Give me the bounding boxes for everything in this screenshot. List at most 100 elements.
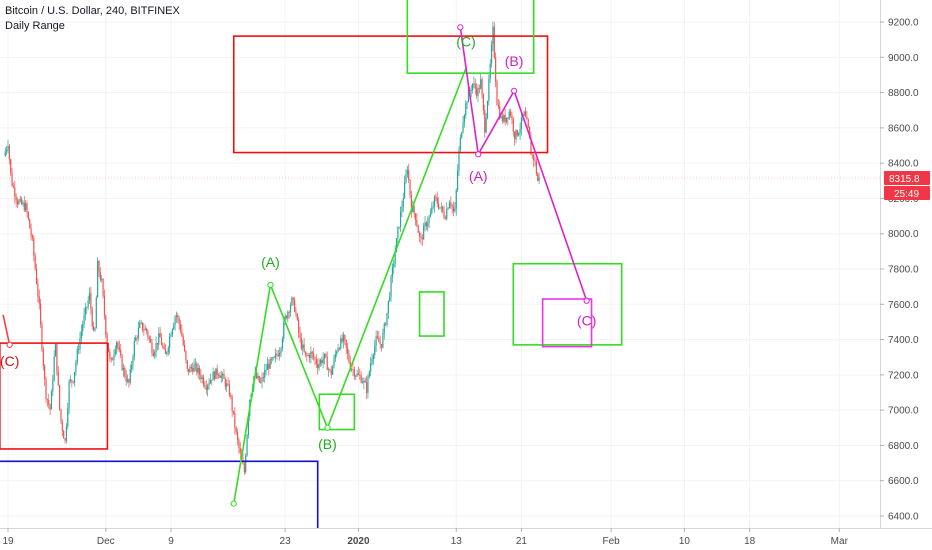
wave-point[interactable] bbox=[475, 151, 482, 158]
last-price-badge[interactable] bbox=[884, 170, 930, 185]
candle-body bbox=[413, 206, 415, 214]
countdown-value: 25:49 bbox=[894, 189, 919, 200]
last-price-value: 8315.8 bbox=[889, 174, 920, 185]
y-tick-label: 9200.0 bbox=[888, 18, 919, 29]
candle-body bbox=[116, 342, 118, 350]
candle-body bbox=[109, 351, 111, 358]
time-axis[interactable]: 19 Dec 9 23 2020 13 21 Feb 10 18 Mar bbox=[2, 528, 849, 547]
candle-body bbox=[179, 324, 182, 331]
candle-body bbox=[287, 312, 289, 319]
candle-body bbox=[480, 79, 482, 89]
zone-box[interactable] bbox=[541, 298, 593, 348]
candle-body bbox=[188, 368, 190, 373]
green-wave-line[interactable] bbox=[232, 67, 467, 504]
candle-body bbox=[50, 391, 53, 410]
wave-point[interactable] bbox=[324, 424, 331, 431]
candle-body bbox=[337, 348, 339, 352]
zone-box[interactable] bbox=[232, 35, 549, 154]
candle-body bbox=[204, 384, 206, 388]
candle-body bbox=[48, 399, 50, 405]
candle-body bbox=[185, 350, 187, 361]
candle-body bbox=[458, 150, 460, 172]
magenta-wave-line[interactable] bbox=[459, 27, 588, 302]
candle-body bbox=[291, 297, 293, 306]
wave-point[interactable] bbox=[230, 500, 237, 507]
price-axis[interactable]: 9200.09000.08800.08600.08400.08200.08000… bbox=[880, 18, 930, 523]
candle-body bbox=[355, 375, 357, 377]
candle-body bbox=[113, 354, 115, 360]
annotations[interactable]: (C) (A) (B) (C) (A) (B) (C) bbox=[0, 0, 880, 528]
candle-body bbox=[383, 323, 385, 334]
candle-body bbox=[276, 353, 278, 355]
candle-body bbox=[140, 322, 142, 324]
candle-body bbox=[10, 159, 12, 173]
candle-body bbox=[433, 196, 436, 207]
candle-body bbox=[170, 334, 172, 337]
candle-body bbox=[33, 238, 35, 256]
candle-body bbox=[230, 395, 232, 397]
wave-point[interactable] bbox=[457, 24, 464, 31]
candles bbox=[4, 21, 540, 475]
candle-body bbox=[457, 171, 459, 190]
candle-body bbox=[183, 344, 186, 351]
candle-body bbox=[508, 111, 510, 119]
y-tick-label: 8000.0 bbox=[888, 229, 919, 240]
candle-body bbox=[65, 426, 68, 441]
zone-box[interactable] bbox=[0, 342, 109, 450]
candle-body bbox=[467, 89, 470, 103]
candle-body bbox=[398, 226, 400, 228]
x-tick-label: 2020 bbox=[347, 536, 370, 547]
wave-point[interactable] bbox=[267, 281, 274, 288]
candle-body bbox=[353, 369, 355, 377]
candle-body bbox=[380, 344, 383, 348]
candle-body bbox=[234, 412, 236, 428]
candle-body bbox=[239, 447, 241, 453]
candle-body bbox=[125, 376, 127, 382]
candle-body bbox=[367, 377, 369, 393]
candle-body bbox=[390, 276, 392, 297]
zone-box[interactable] bbox=[418, 291, 445, 337]
candle-body bbox=[124, 367, 126, 377]
candle-body bbox=[224, 378, 226, 387]
candle-body bbox=[330, 370, 332, 375]
zone-box[interactable] bbox=[512, 262, 623, 346]
candle-body bbox=[163, 346, 165, 349]
candle-body bbox=[61, 421, 63, 431]
wave-point[interactable] bbox=[583, 297, 590, 304]
candle-body bbox=[401, 206, 403, 212]
support-line[interactable] bbox=[0, 460, 319, 528]
wave-point[interactable] bbox=[6, 341, 13, 348]
candle-body bbox=[86, 307, 88, 308]
candle-body bbox=[340, 338, 342, 349]
candle-body bbox=[128, 379, 130, 383]
candle-body bbox=[121, 355, 123, 371]
candle-body bbox=[246, 435, 248, 456]
candle-body bbox=[329, 369, 331, 371]
candle-body bbox=[512, 119, 514, 132]
candle-body bbox=[321, 360, 323, 364]
candle-body bbox=[49, 404, 51, 410]
old-wave-line[interactable] bbox=[2, 314, 11, 346]
y-tick-label: 8600.0 bbox=[888, 123, 919, 134]
candle-body bbox=[299, 332, 301, 338]
wave-point[interactable] bbox=[511, 87, 518, 94]
candle-body bbox=[262, 377, 264, 379]
candle-body bbox=[277, 354, 279, 356]
candle-body bbox=[212, 371, 214, 381]
zone-box[interactable] bbox=[318, 393, 356, 431]
indicator-label[interactable]: Daily Range bbox=[5, 20, 65, 32]
candle-body bbox=[394, 252, 396, 264]
candle-body bbox=[217, 374, 220, 376]
candle-body bbox=[442, 206, 444, 212]
candle-body bbox=[231, 396, 233, 411]
candle-body bbox=[154, 351, 156, 357]
candle-body bbox=[327, 369, 330, 371]
candle-body bbox=[8, 146, 10, 160]
candle-body bbox=[336, 351, 338, 355]
zone-box[interactable] bbox=[406, 0, 535, 74]
candle-body bbox=[412, 206, 414, 212]
candle-body bbox=[341, 338, 343, 342]
candle-body bbox=[103, 295, 106, 316]
